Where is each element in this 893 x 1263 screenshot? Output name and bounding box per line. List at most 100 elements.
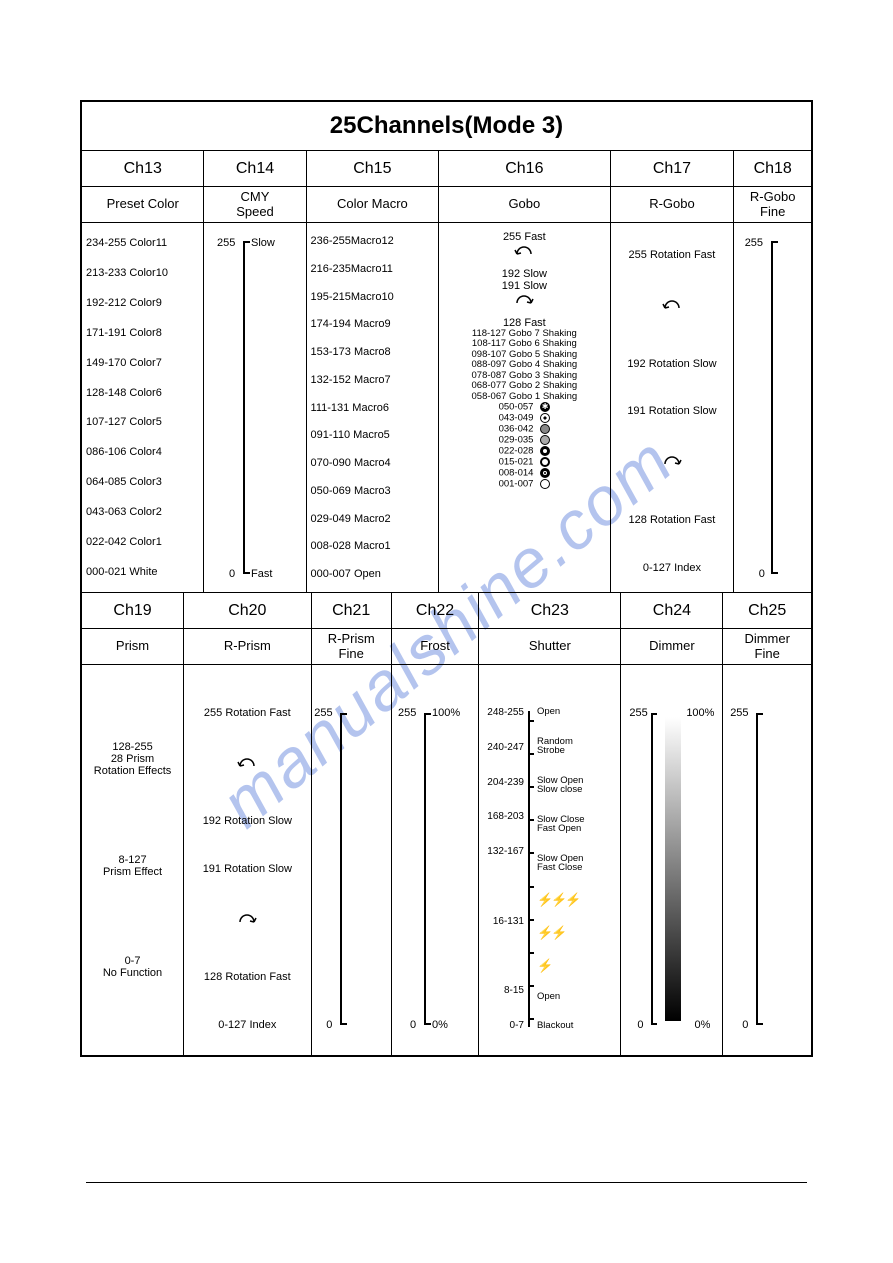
scale-body: 255 100% 0 0% [392, 665, 479, 1055]
scale-top-value: 255 [217, 237, 235, 249]
scale-top-value: 255 [629, 707, 647, 719]
preset-color-row: 213-233 Color10 [86, 267, 199, 279]
channel-sub: Frost [392, 629, 479, 665]
dmx-chart-frame: 25Channels(Mode 3) Ch13Ch14Ch15Ch16Ch17C… [80, 100, 813, 1057]
preset-color-row: 128-148 Color6 [86, 387, 199, 399]
ch23-body: 248-255240-247204-239168-203132-167 16-1… [479, 665, 621, 1055]
channel-sub: CMY Speed [204, 187, 306, 223]
rotation-label: 128 Rotation Fast [188, 971, 307, 983]
channel-sub: R-Gobo Fine [734, 187, 811, 223]
preset-color-row: 149-170 Color7 [86, 357, 199, 369]
shutter-range: 0-7 [487, 1020, 524, 1031]
channel-header: Ch15 [307, 151, 440, 187]
lightning-icon: ⚡ [537, 959, 585, 972]
color-macro-row: 050-069 Macro3 [311, 485, 435, 497]
channel-header: Ch23 [479, 593, 621, 629]
shutter-label: Slow Open Fast Close [537, 854, 585, 873]
rotation-label: 192 Rotation Slow [188, 815, 307, 827]
channel-sub: Shutter [479, 629, 621, 665]
prism-block: 0-7 No Function [86, 955, 179, 979]
gobo-pattern-row: 001-007 [443, 479, 605, 490]
shutter-label: Blackout [537, 1021, 585, 1031]
color-macro-row: 091-110 Macro5 [311, 429, 435, 441]
scale-bot-value: 0 [637, 1019, 643, 1031]
gobo-pattern-row: 050-057 ✱ [443, 402, 605, 413]
scale-bot-label: Fast [251, 568, 272, 580]
footer-rule [86, 1182, 807, 1183]
channel-sub: R-Prism Fine [312, 629, 392, 665]
preset-color-row: 022-042 Color1 [86, 536, 199, 548]
shutter-label: Slow Close Fast Open [537, 815, 585, 834]
channel-header: Ch22 [392, 593, 479, 629]
scale-bot-value: 0 [759, 568, 765, 580]
lightning-icon: ⚡⚡⚡ [537, 893, 585, 906]
shutter-label: Slow Open Slow close [537, 776, 585, 795]
preset-color-row: 043-063 Color2 [86, 506, 199, 518]
gobo-pattern-row: 029-035 [443, 435, 605, 446]
channel-sub: Gobo [439, 187, 610, 223]
manual-page: manualshine.com 25Channels(Mode 3) Ch13C… [0, 0, 893, 1263]
ch24-body: 255 100% 0 0% [621, 665, 723, 1055]
rotation-ccw-icon [443, 243, 605, 268]
preset-color-row: 000-021 White [86, 566, 199, 578]
channel-sub: R-Gobo [611, 187, 735, 223]
color-macro-row: 111-131 Macro6 [311, 402, 435, 414]
rotation-label: 128 Rotation Fast [615, 514, 730, 526]
scale-top-value: 255 [314, 707, 332, 719]
lightning-icon: ⚡⚡ [537, 926, 585, 939]
scale-top-value: 255 [745, 237, 763, 249]
channel-header: Ch13 [82, 151, 204, 187]
color-macro-row: 174-194 Macro9 [311, 318, 435, 330]
gobo-pattern-row: 036-042 [443, 424, 605, 435]
rotation-cw-icon [188, 911, 307, 936]
channel-sub: Color Macro [307, 187, 440, 223]
color-macro-row: 236-255Macro12 [311, 235, 435, 247]
channel-sub: Prism [82, 629, 184, 665]
channel-header: Ch16 [439, 151, 610, 187]
preset-color-row: 192-212 Color9 [86, 297, 199, 309]
shutter-range: 240-247 [487, 742, 524, 753]
color-macro-row: 008-028 Macro1 [311, 540, 435, 552]
shutter-range [487, 950, 524, 961]
preset-color-row: 107-127 Color5 [86, 416, 199, 428]
channel-sub: R-Prism [184, 629, 312, 665]
ch13-body: 234-255 Color11213-233 Color10192-212 Co… [82, 223, 204, 592]
shutter-range: 248-255 [487, 707, 524, 718]
channel-header: Ch20 [184, 593, 312, 629]
shutter-range: 168-203 [487, 811, 524, 822]
channel-sub: Preset Color [82, 187, 204, 223]
section1-sub-row: Preset ColorCMY SpeedColor MacroGoboR-Go… [82, 187, 811, 223]
shutter-range: 16-131 [487, 916, 524, 927]
color-macro-row: 000-007 Open [311, 568, 435, 580]
channel-sub: Dimmer [621, 629, 723, 665]
shutter-label: Open [537, 992, 585, 1002]
preset-color-row: 086-106 Color4 [86, 446, 199, 458]
rotation-label: 255 Rotation Fast [188, 707, 307, 719]
ch15-body: 236-255Macro12216-235Macro11195-215Macro… [307, 223, 440, 592]
color-macro-row: 132-152 Macro7 [311, 374, 435, 386]
prism-block: 8-127 Prism Effect [86, 854, 179, 878]
shutter-range: 8-15 [487, 985, 524, 996]
rotation-cw-icon [443, 292, 605, 317]
ch16-body: 255 Fast 192 Slow 191 Slow 128 Fast118-1… [439, 223, 610, 592]
shutter-label: Random Strobe [537, 737, 585, 756]
channel-header: Ch24 [621, 593, 723, 629]
index-label: 0-127 Index [188, 1019, 307, 1031]
ch14-body: 255 Slow 0 Fast [204, 223, 306, 592]
channel-header: Ch14 [204, 151, 306, 187]
section2-sub-row: PrismR-PrismR-Prism FineFrostShutterDimm… [82, 629, 811, 665]
gobo-fast-label: 255 Fast [443, 231, 605, 243]
section2-body-row: 128-255 28 Prism Rotation Effects 8-127 … [82, 665, 811, 1055]
scale-bot-value: 0 [326, 1019, 332, 1031]
ch19-body: 128-255 28 Prism Rotation Effects 8-127 … [82, 665, 184, 1055]
section1-header-row: Ch13Ch14Ch15Ch16Ch17Ch18 [82, 151, 811, 187]
ch17-body: 255 Rotation Fast 192 Rotation Slow 191 … [611, 223, 735, 592]
color-macro-row: 029-049 Macro2 [311, 513, 435, 525]
channel-header: Ch18 [734, 151, 811, 187]
gobo-slow-label: 191 Slow [443, 280, 605, 292]
ch20-body: 255 Rotation Fast 192 Rotation Slow 191 … [184, 665, 312, 1055]
gobo-pattern-row: 015-021 [443, 457, 605, 468]
prism-block: 128-255 28 Prism Rotation Effects [86, 741, 179, 777]
chart-title: 25Channels(Mode 3) [82, 102, 811, 151]
rotation-cw-icon [615, 453, 730, 478]
